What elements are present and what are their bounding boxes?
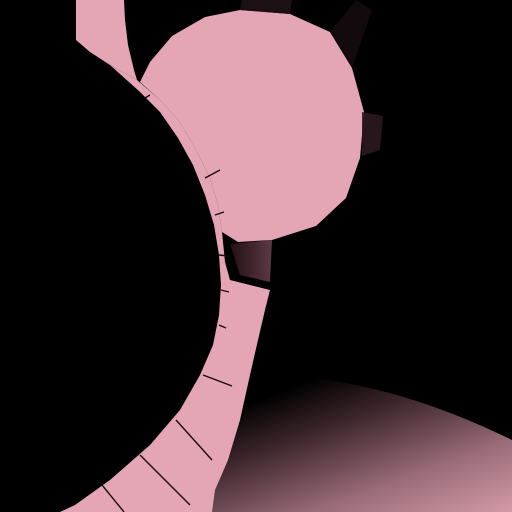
platform-edge-shadow: [230, 240, 272, 282]
track-tick-marks: [101, 94, 233, 512]
platform-side-edge: [362, 112, 383, 156]
platform-top-right-edge: [330, 0, 372, 68]
upper-ribbon: [76, 0, 137, 80]
round-platform: [140, 10, 364, 242]
platform-top-edge: [240, 0, 292, 14]
floor-surface: [205, 377, 512, 512]
curved-track: [60, 65, 270, 512]
